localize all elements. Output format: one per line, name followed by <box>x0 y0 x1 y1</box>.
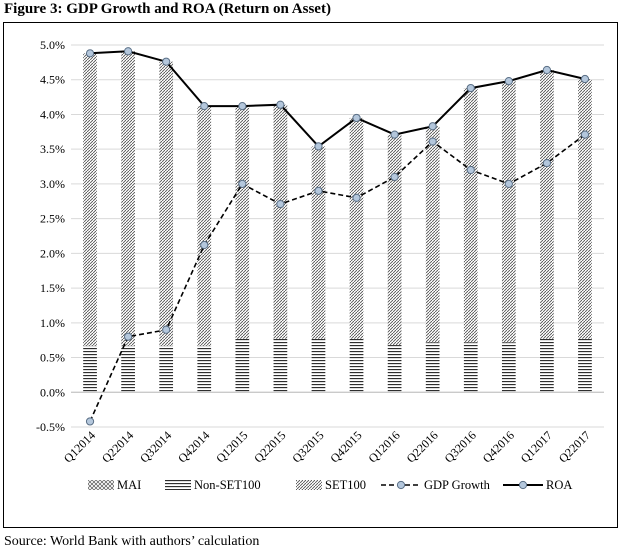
gdp-growth-point <box>504 179 513 189</box>
gdp-growth-point <box>162 325 171 334</box>
bar-non-set100 <box>197 345 212 393</box>
bar-set100 <box>540 70 554 339</box>
y-tick-label: 2.0% <box>40 246 65 260</box>
x-tick-label: Q12016 <box>365 428 402 465</box>
y-tick-label: 0.0% <box>40 385 65 399</box>
legend-marker-gdp-growth <box>396 480 406 490</box>
x-tick-label: Q22014 <box>99 428 136 465</box>
legend-label-gdp-growth: GDP Growth <box>424 478 491 492</box>
x-tick-label: Q12014 <box>61 428 98 465</box>
gdp-growth-point <box>314 186 323 195</box>
chart: -0.5% 0.0% 0.5% 1.0% 1.5% 2.0% 2.5% 3.0% 3.5% 4.0… <box>36 38 604 492</box>
legend-label-set100: SET100 <box>325 478 366 492</box>
bar-set100 <box>83 53 97 346</box>
x-tick-label: Q32014 <box>137 428 174 465</box>
bar-set100 <box>273 104 288 339</box>
y-tick-label: 2.5% <box>40 212 65 226</box>
gdp-growth-point <box>542 158 551 168</box>
x-tick-label: Q22015 <box>251 428 288 465</box>
x-tick-label: Q22016 <box>404 428 441 465</box>
x-tick-label: Q32016 <box>442 428 479 465</box>
gdp-growth-point <box>85 417 95 426</box>
bar-set100 <box>387 134 402 346</box>
roa-point <box>276 100 285 109</box>
bar-non-set100 <box>540 338 554 393</box>
bar-set100 <box>197 106 212 346</box>
roa-point <box>85 49 95 58</box>
legend-swatch-non-set100 <box>165 480 191 490</box>
legend-label-non-set100: Non-SET100 <box>194 478 261 492</box>
x-tick-label: Q32015 <box>289 428 326 465</box>
bar-set100 <box>159 61 174 346</box>
legend-marker-roa <box>518 480 528 490</box>
bar-set100 <box>311 146 326 339</box>
bar-non-set100 <box>387 345 402 393</box>
bar-set100 <box>501 81 516 343</box>
x-tick-label: Q12017 <box>518 428 555 465</box>
x-tick-label: Q42016 <box>480 428 517 465</box>
roa-point <box>580 74 590 84</box>
roa-point <box>504 77 513 86</box>
x-tick-label: Q22017 <box>556 428 593 465</box>
y-tick-label: 3.0% <box>40 177 65 191</box>
bar-set100 <box>578 79 592 339</box>
bar-set100 <box>425 126 440 343</box>
legend-swatch-set100 <box>296 480 322 490</box>
gdp-growth-point <box>390 172 399 182</box>
y-tick-label: 5.0% <box>40 38 65 52</box>
roa-line <box>89 50 586 148</box>
y-tick-label: 1.5% <box>40 281 65 295</box>
gdp-growth-point <box>124 332 133 341</box>
roa-point <box>352 113 361 123</box>
bar-non-set100 <box>121 345 135 393</box>
legend-label-mai: MAI <box>117 478 141 492</box>
bar-set100 <box>121 51 135 346</box>
source-note: Source: World Bank with authors’ calcula… <box>4 534 260 549</box>
x-tick-label: Q42015 <box>327 428 364 465</box>
roa-point <box>200 102 209 111</box>
y-tick-label: 3.5% <box>40 142 65 156</box>
x-tick-label: Q42014 <box>175 428 212 465</box>
gdp-growth-point <box>466 165 475 175</box>
gdp-growth-line <box>89 133 586 422</box>
gdp-growth-point <box>238 179 247 189</box>
gdp-growth-point <box>428 137 437 146</box>
y-tick-label: -0.5% <box>36 420 65 434</box>
bar-non-set100 <box>349 338 364 393</box>
y-tick-label: 0.5% <box>40 351 65 365</box>
y-tick-label: 4.0% <box>40 107 65 121</box>
roa-point <box>238 102 247 111</box>
bar-non-set100 <box>83 345 97 393</box>
y-tick-label: 1.0% <box>40 316 65 330</box>
roa-point <box>542 65 551 75</box>
bar-set100 <box>235 106 250 339</box>
roa-point <box>162 57 171 66</box>
bar-non-set100 <box>311 338 326 393</box>
figure-title: Figure 3: GDP Growth and ROA (Return on … <box>4 1 331 17</box>
bar-non-set100 <box>159 345 174 393</box>
chart-frame <box>3 22 618 528</box>
y-tick-label: 4.5% <box>40 73 65 87</box>
bar-non-set100 <box>501 342 516 393</box>
bar-non-set100 <box>463 342 478 393</box>
roa-point <box>124 47 133 56</box>
bar-non-set100 <box>235 338 250 393</box>
gdp-growth-point <box>352 193 361 202</box>
legend-swatch-mai <box>88 480 114 490</box>
gdp-growth-point <box>580 130 590 139</box>
roa-point <box>428 122 437 131</box>
gdp-growth-point <box>200 240 209 250</box>
roa-point <box>390 130 399 139</box>
bar-set100 <box>349 117 364 339</box>
bar-non-set100 <box>425 342 440 393</box>
x-tick-label: Q12015 <box>213 428 250 465</box>
bar-non-set100 <box>273 338 288 393</box>
roa-point <box>466 83 475 93</box>
bar-set100 <box>463 88 478 343</box>
roa-point <box>314 142 323 151</box>
legend-label-roa: ROA <box>546 478 572 492</box>
gdp-growth-point <box>276 199 285 209</box>
bar-non-set100 <box>578 338 592 393</box>
